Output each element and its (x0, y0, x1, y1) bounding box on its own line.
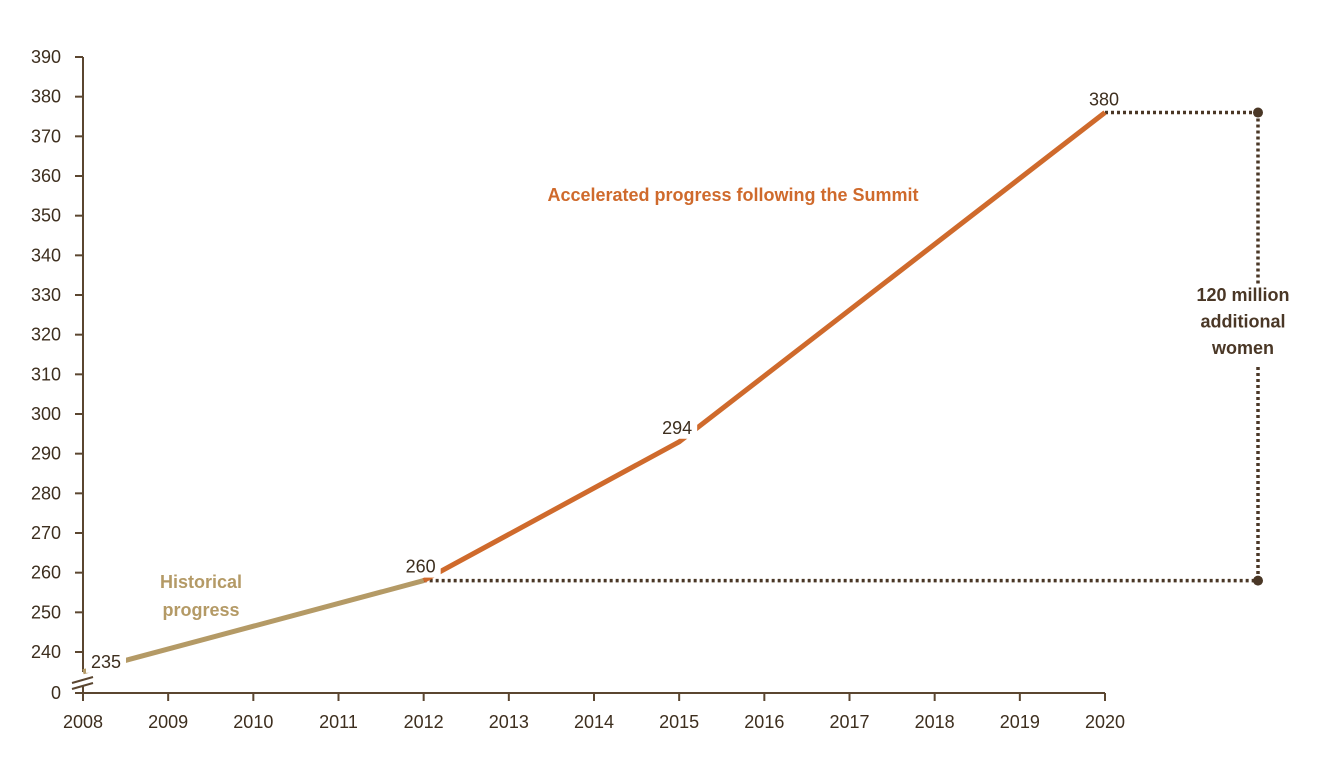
reference-lines (423, 107, 1263, 586)
data-label: 294 (662, 418, 692, 438)
y-tick-label: 250 (31, 602, 61, 622)
y-tick-label: 330 (31, 285, 61, 305)
x-tick-label: 2012 (404, 712, 444, 732)
historical-progress-label: progress (162, 600, 239, 620)
data-label-background (400, 553, 441, 578)
x-tick-label: 2019 (1000, 712, 1040, 732)
y-tick-label: 270 (31, 523, 61, 543)
y-tick-label: 300 (31, 404, 61, 424)
data-label: 380 (1089, 90, 1119, 110)
data-label-background (1084, 86, 1124, 111)
y-tick-label: 240 (31, 642, 61, 662)
y-tick-label: 260 (31, 563, 61, 583)
x-tick-label: 2013 (489, 712, 529, 732)
x-tick-label: 2020 (1085, 712, 1125, 732)
series-group (82, 110, 1107, 675)
x-tick-label: 2015 (659, 712, 699, 732)
y-tick-label: 370 (31, 126, 61, 146)
bracket-label: 120 million (1196, 285, 1289, 305)
series-line-historical (82, 578, 425, 675)
bracket-endpoint (1253, 107, 1263, 118)
x-tick-label: 2017 (829, 712, 869, 732)
data-labels: 235 260 294 380 (86, 86, 1124, 673)
y-tick-label: 310 (31, 364, 61, 384)
bracket-endpoint (1253, 575, 1263, 586)
axes-group: 0 240 250 260 270 280 290 300 310 320 330 340 350 360… (31, 47, 1125, 732)
y-tick-label: 0 (51, 683, 61, 703)
y-tick-label: 390 (31, 47, 61, 67)
y-tick-label: 340 (31, 245, 61, 265)
x-tick-label: 2010 (233, 712, 273, 732)
y-tick-label: 320 (31, 325, 61, 345)
historical-progress-label: Historical (160, 572, 242, 592)
accelerated-progress-label: Accelerated progress following the Summi… (547, 185, 918, 205)
y-tick-label: 290 (31, 444, 61, 464)
axis-break-mark (71, 676, 94, 684)
x-tick-label: 2011 (319, 712, 358, 732)
bracket-label: women (1211, 338, 1274, 358)
data-label-background (657, 414, 698, 439)
annotations: Historical progress Accelerated progress f… (160, 185, 1290, 620)
x-tick-label: 2018 (915, 712, 955, 732)
axis-break-mark (71, 682, 94, 690)
x-tick-label: 2016 (744, 712, 784, 732)
x-tick-label: 2009 (148, 712, 188, 732)
y-tick-label: 280 (31, 483, 61, 503)
y-tick-label: 360 (31, 166, 61, 186)
data-label: 235 (91, 652, 121, 672)
data-label-background (86, 648, 126, 673)
data-label: 260 (406, 557, 436, 577)
x-tick-label: 2014 (574, 712, 614, 732)
y-tick-label: 350 (31, 206, 61, 226)
series-line-accelerated (422, 110, 1107, 583)
bracket-label: additional (1201, 312, 1286, 332)
x-tick-label: 2008 (63, 712, 103, 732)
y-tick-label: 380 (31, 87, 61, 107)
